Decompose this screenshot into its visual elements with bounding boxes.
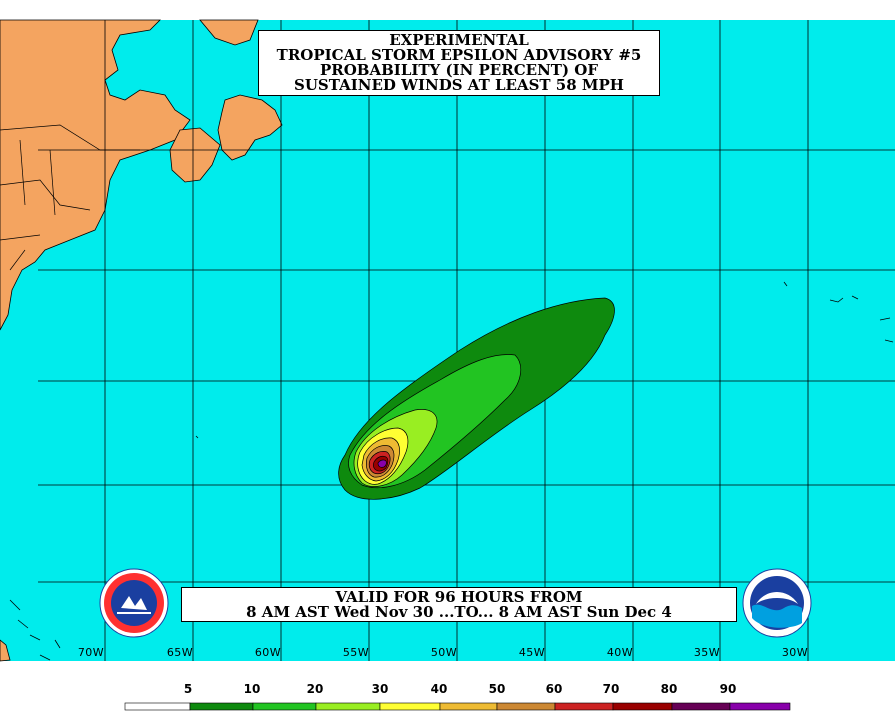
legend-swatch (124, 702, 191, 711)
nws-logo-icon (99, 568, 169, 638)
lon-label-45w: 45W (518, 646, 546, 659)
legend-swatch (252, 702, 317, 711)
legend-label-50: 50 (488, 682, 506, 696)
title-line-1: EXPERIMENTAL (389, 31, 529, 49)
legend-label-80: 80 (660, 682, 678, 696)
legend-swatch (496, 702, 556, 711)
legend-label-30: 30 (371, 682, 389, 696)
islands (9, 281, 894, 661)
validity-box: VALID FOR 96 HOURS FROM 8 AM AST Wed Nov… (181, 587, 737, 622)
legend-label-5: 5 (183, 682, 193, 696)
land-newfoundland (169, 19, 283, 183)
legend-label-10: 10 (243, 682, 261, 696)
lon-label-55w: 55W (342, 646, 370, 659)
legend-label-20: 20 (306, 682, 324, 696)
legend-swatch (379, 702, 441, 711)
legend-label-40: 40 (430, 682, 448, 696)
legend-swatch (189, 702, 254, 711)
title-line-3: PROBABILITY (IN PERCENT) OF (320, 61, 598, 79)
lon-label-40w: 40W (606, 646, 634, 659)
probability-contours (338, 297, 615, 500)
lon-label-70w: 70W (77, 646, 105, 659)
legend-swatch (439, 702, 498, 711)
legend-swatch (554, 702, 614, 711)
legend-label-60: 60 (545, 682, 563, 696)
legend-swatch (612, 702, 673, 711)
lon-label-50w: 50W (430, 646, 458, 659)
legend-swatch (315, 702, 381, 711)
title-box: EXPERIMENTAL TROPICAL STORM EPSILON ADVI… (258, 30, 660, 96)
probability-map (0, 19, 895, 662)
noaa-logo-icon (742, 568, 812, 638)
legend-color-bar (124, 702, 791, 711)
validity-line-2: 8 AM AST Wed Nov 30 ...TO... 8 AM AST Su… (246, 603, 672, 621)
validity-line-1: VALID FOR 96 HOURS FROM (335, 588, 583, 606)
title-line-2: TROPICAL STORM EPSILON ADVISORY #5 (276, 46, 642, 64)
legend-swatch (729, 702, 791, 711)
lon-label-30w: 30W (781, 646, 809, 659)
legend-label-70: 70 (602, 682, 620, 696)
title-line-4: SUSTAINED WINDS AT LEAST 58 MPH (294, 76, 624, 94)
contour-90 (377, 459, 387, 468)
lon-label-35w: 35W (693, 646, 721, 659)
legend-swatch (671, 702, 731, 711)
lon-label-60w: 60W (254, 646, 282, 659)
lon-label-65w: 65W (166, 646, 194, 659)
legend-label-90: 90 (719, 682, 737, 696)
